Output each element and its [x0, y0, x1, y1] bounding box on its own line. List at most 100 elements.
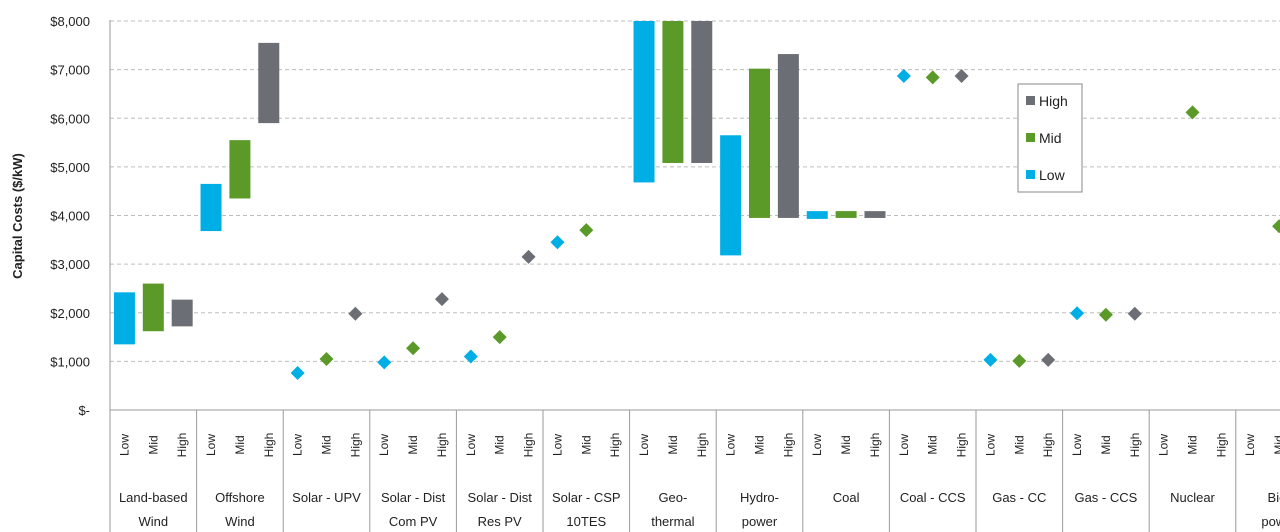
y-tick-label: $1,000: [50, 354, 90, 369]
y-tick-label: $8,000: [50, 14, 90, 29]
y-tick-label: $7,000: [50, 63, 90, 78]
point-marker-gas-cc-low: [983, 352, 998, 367]
x-sub-label: High: [1214, 433, 1228, 458]
x-sub-label: High: [695, 433, 709, 458]
x-sub-label: High: [1041, 433, 1055, 458]
range-bar-offshore-wind-mid: [229, 140, 251, 199]
category-label: Wind: [225, 514, 255, 529]
category-label: Wind: [138, 514, 168, 529]
range-bar-hydro-power-high: [777, 54, 799, 218]
point-marker-gas-cc-high: [1041, 352, 1056, 367]
point-marker-solar-dist-res-pv-high: [521, 249, 536, 264]
y-axis-title: Capital Costs ($/kW): [10, 153, 25, 279]
category-label: Hydro-: [740, 490, 779, 505]
point-marker-solar-upv-mid: [319, 351, 334, 366]
point-marker-solar-upv-low: [290, 366, 305, 381]
x-sub-label: Mid: [666, 435, 680, 454]
category-label: Com PV: [389, 514, 438, 529]
point-marker-coal-ccs-high: [954, 68, 969, 83]
category-label: Solar - Dist: [381, 490, 446, 505]
range-bar-offshore-wind-low: [200, 183, 222, 232]
legend-mid-swatch: [1026, 133, 1035, 142]
x-sub-label: Low: [550, 434, 564, 456]
y-tick-label: $6,000: [50, 111, 90, 126]
category-label: 10TES: [566, 514, 606, 529]
x-sub-label: Mid: [146, 435, 160, 454]
x-sub-label: Mid: [753, 435, 767, 454]
category-label: power: [742, 514, 778, 529]
x-sub-label: Mid: [839, 435, 853, 454]
x-sub-label: Mid: [320, 435, 334, 454]
point-marker-solar-dist-com-pv-low: [377, 355, 392, 370]
legend-high-label: High: [1039, 93, 1068, 109]
x-sub-label: Mid: [1186, 435, 1200, 454]
x-sub-label: Mid: [493, 435, 507, 454]
point-marker-solar-dist-res-pv-mid: [492, 330, 507, 345]
x-sub-label: Mid: [233, 435, 247, 454]
category-label: Gas - CCS: [1074, 490, 1137, 505]
category-label: Bio-: [1268, 490, 1280, 505]
point-marker-solar-csp-10tes-mid: [579, 223, 594, 238]
x-sub-label: Low: [983, 434, 997, 456]
y-tick-label: $2,000: [50, 306, 90, 321]
y-axis-tick-labels: $- $1,000 $2,000 $3,000 $4,000 $5,000 $6,000 $7…: [50, 14, 90, 418]
range-bar-coal-high: [864, 211, 886, 218]
x-sub-label: High: [262, 433, 276, 458]
range-bar-coal-low: [806, 211, 828, 219]
category-label: Coal - CCS: [900, 490, 966, 505]
category-label: Offshore: [215, 490, 265, 505]
x-sub-label: Mid: [406, 435, 420, 454]
x-sub-label: Low: [464, 434, 478, 456]
point-marker-nuclear-mid: [1185, 105, 1200, 120]
x-sub-label: Mid: [1012, 435, 1026, 454]
category-label: Solar - UPV: [292, 490, 361, 505]
y-tick-label: $5,000: [50, 160, 90, 175]
range-bar-offshore-wind-high: [258, 42, 280, 124]
x-sub-label: High: [1128, 433, 1142, 458]
point-marker-solar-dist-res-pv-low: [463, 349, 478, 364]
x-sub-label: Low: [377, 434, 391, 456]
legend-low-swatch: [1026, 170, 1035, 179]
point-marker-gas-ccs-mid: [1098, 307, 1113, 322]
category-label: power: [1261, 514, 1280, 529]
y-tick-label: $3,000: [50, 257, 90, 272]
point-marker-bio-power-mid: [1272, 219, 1280, 234]
x-sub-label: Low: [1243, 434, 1257, 456]
category-label: Res PV: [478, 514, 522, 529]
category-label: thermal: [651, 514, 694, 529]
category-label: Coal: [833, 490, 860, 505]
point-marker-solar-upv-high: [348, 306, 363, 321]
data-marks: [113, 21, 1280, 381]
range-bar-hydro-power-mid: [749, 68, 771, 218]
x-sub-label: Low: [724, 434, 738, 456]
legend-high-swatch: [1026, 96, 1035, 105]
x-sub-label: Low: [117, 434, 131, 456]
point-marker-gas-ccs-low: [1070, 306, 1085, 321]
x-sub-label: High: [348, 433, 362, 458]
range-bar-land-based-wind-high: [171, 299, 193, 327]
x-sub-label: High: [435, 433, 449, 458]
range-bar-geo-thermal-low: [633, 21, 655, 183]
range-bar-hydro-power-low: [720, 135, 742, 256]
range-bar-land-based-wind-low: [113, 292, 135, 345]
x-sub-label: High: [781, 433, 795, 458]
x-sub-label: Mid: [926, 435, 940, 454]
x-sub-label: High: [868, 433, 882, 458]
range-bar-geo-thermal-high: [691, 21, 713, 163]
point-marker-solar-dist-com-pv-mid: [406, 341, 421, 356]
x-sub-label: Low: [204, 434, 218, 456]
y-tick-label: $-: [78, 403, 90, 418]
x-sub-label: High: [175, 433, 189, 458]
category-label: Gas - CC: [992, 490, 1046, 505]
point-marker-gas-cc-mid: [1012, 353, 1027, 368]
x-sub-label: Low: [1157, 434, 1171, 456]
x-sub-label: Mid: [1272, 435, 1280, 454]
x-sub-label: High: [955, 433, 969, 458]
y-tick-label: $4,000: [50, 209, 90, 224]
x-sub-label: Mid: [1099, 435, 1113, 454]
x-sub-label: High: [522, 433, 536, 458]
x-sub-label: Low: [291, 434, 305, 456]
legend-mid-label: Mid: [1039, 130, 1062, 146]
range-bar-land-based-wind-mid: [142, 283, 164, 332]
